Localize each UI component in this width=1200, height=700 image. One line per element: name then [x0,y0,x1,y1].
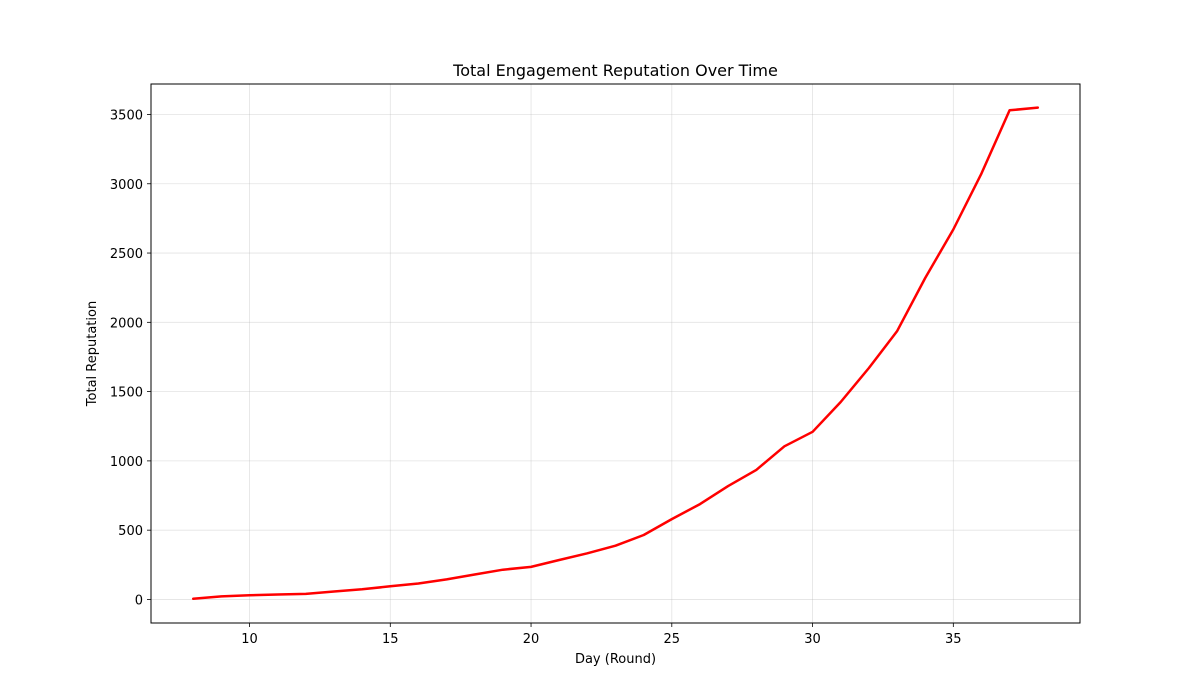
plot-frame [150,83,1081,624]
x-tick-label: 10 [241,632,258,647]
y-tick-label: 2500 [110,247,143,262]
y-tick-label: 500 [118,524,143,539]
y-tick-label: 2000 [110,316,143,331]
axis-ticks: 10 15 20 25 30 35 0 500 1000 1500 2000 2500 3000 3500 [110,108,962,647]
x-tick-label: 30 [804,632,821,647]
grid-lines [151,84,1080,623]
x-tick-label: 20 [523,632,540,647]
y-tick-label: 3500 [110,108,143,123]
x-tick-label: 35 [945,632,962,647]
series-line [191,106,1040,601]
x-tick-label: 15 [382,632,399,647]
y-tick-label: 3000 [110,178,143,193]
y-tick-label: 1000 [110,455,143,470]
y-axis-label: Total Reputation [85,301,100,407]
chart-title: Total Engagement Reputation Over Time [452,61,778,80]
x-tick-label: 25 [664,632,681,647]
x-axis-label: Day (Round) [575,652,656,667]
series-layer [191,106,1040,601]
y-tick-label: 0 [135,593,143,608]
y-tick-label: 1500 [110,386,143,401]
